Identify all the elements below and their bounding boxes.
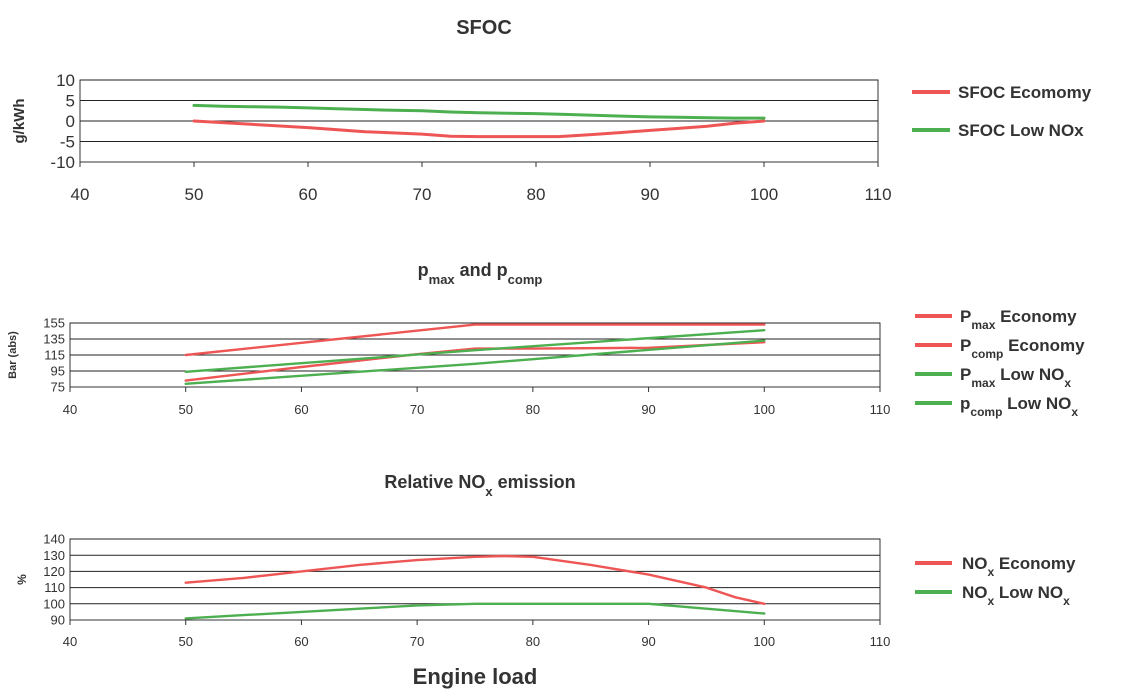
series-line-sfoc-low-nox bbox=[192, 103, 766, 120]
series-line-nox-economy bbox=[184, 554, 766, 605]
legend-entry: Pcomp Economy bbox=[960, 336, 1085, 361]
y-tick-label: -5 bbox=[60, 132, 75, 151]
x-tick-label: 40 bbox=[71, 185, 90, 204]
x-tick-label: 100 bbox=[750, 185, 778, 204]
y-axis-label: g/kWh bbox=[11, 99, 28, 144]
x-tick-label: 70 bbox=[410, 402, 424, 417]
y-tick-label: 120 bbox=[43, 564, 65, 579]
x-tick-label: 50 bbox=[178, 634, 192, 649]
chart-title: pmax and pcomp bbox=[418, 260, 543, 287]
y-tick-label: 155 bbox=[43, 316, 65, 331]
chart-title: Relative NOx emission bbox=[384, 472, 575, 499]
y-tick-label: 75 bbox=[51, 380, 65, 395]
series-line-pmax-low-nox bbox=[184, 329, 766, 373]
x-tick-label: 50 bbox=[185, 185, 204, 204]
legend: NOx Economy NOx Low NOx bbox=[915, 554, 1076, 608]
y-tick-label: 0 bbox=[66, 112, 75, 131]
x-tick-label: 80 bbox=[526, 402, 540, 417]
series-line-nox-low-nox bbox=[184, 602, 766, 620]
y-tick-label: 135 bbox=[43, 332, 65, 347]
legend: Pmax Economy Pcomp Economy Pmax Low NOx pco… bbox=[915, 307, 1085, 419]
x-tick-label: 40 bbox=[63, 402, 77, 417]
series-line-pmax-economy bbox=[184, 323, 766, 357]
y-tick-label: 100 bbox=[43, 596, 65, 611]
chart-title: SFOC bbox=[456, 17, 512, 39]
x-tick-label: 90 bbox=[641, 402, 655, 417]
y-tick-label: 95 bbox=[51, 364, 65, 379]
x-tick-label: 70 bbox=[413, 185, 432, 204]
x-tick-label: 110 bbox=[870, 402, 891, 417]
legend-entry: Pmax Low NOx bbox=[960, 365, 1071, 390]
y-tick-label: 5 bbox=[66, 91, 75, 110]
y-tick-label: 140 bbox=[43, 532, 65, 547]
x-axis-label: Engine load bbox=[413, 664, 538, 689]
legend-entry: SFOC Ecomomy bbox=[958, 83, 1092, 102]
series-line-pcomp-economy bbox=[184, 341, 766, 382]
x-tick-label: 80 bbox=[527, 185, 546, 204]
x-tick-label: 50 bbox=[178, 402, 192, 417]
legend-entry: NOx Low NOx bbox=[962, 583, 1070, 608]
legend-entry: SFOC Low NOx bbox=[958, 121, 1084, 140]
x-tick-label: 80 bbox=[526, 634, 540, 649]
x-tick-label: 40 bbox=[63, 634, 77, 649]
plot-area bbox=[69, 538, 881, 621]
legend-entry: pcomp Low NOx bbox=[960, 394, 1078, 419]
x-tick-label: 60 bbox=[299, 185, 318, 204]
legend-entry: Pmax Economy bbox=[960, 307, 1077, 332]
series-line-sfoc-ecomomy bbox=[192, 119, 766, 139]
x-tick-label: 90 bbox=[641, 634, 655, 649]
x-tick-label: 100 bbox=[753, 634, 775, 649]
y-tick-label: 115 bbox=[44, 348, 65, 363]
y-axis-label: Bar (abs) bbox=[7, 331, 19, 379]
x-tick-label: 60 bbox=[294, 402, 308, 417]
legend: SFOC Ecomomy SFOC Low NOx bbox=[912, 83, 1092, 140]
x-tick-label: 70 bbox=[410, 634, 424, 649]
x-tick-label: 60 bbox=[294, 634, 308, 649]
x-tick-label: 100 bbox=[753, 402, 775, 417]
chart-3: Relative NOx emission9010011012013014040… bbox=[15, 472, 1076, 689]
x-tick-label: 110 bbox=[864, 185, 891, 204]
y-tick-label: 90 bbox=[51, 613, 65, 628]
y-tick-label: -10 bbox=[50, 153, 75, 172]
chart-1: SFOC -10 -50 510 40 50 60 70 80 90 100 110 g/kWh SFOC… bbox=[11, 17, 1092, 204]
y-tick-label: 110 bbox=[44, 580, 65, 595]
y-tick-label: 10 bbox=[56, 71, 75, 90]
x-tick-label: 110 bbox=[870, 634, 891, 649]
y-axis-label: % bbox=[15, 574, 29, 585]
legend-entry: NOx Economy bbox=[962, 554, 1076, 579]
y-tick-label: 130 bbox=[43, 548, 65, 563]
series-line-pcomp-low-nox bbox=[184, 339, 766, 385]
x-tick-label: 90 bbox=[641, 185, 660, 204]
